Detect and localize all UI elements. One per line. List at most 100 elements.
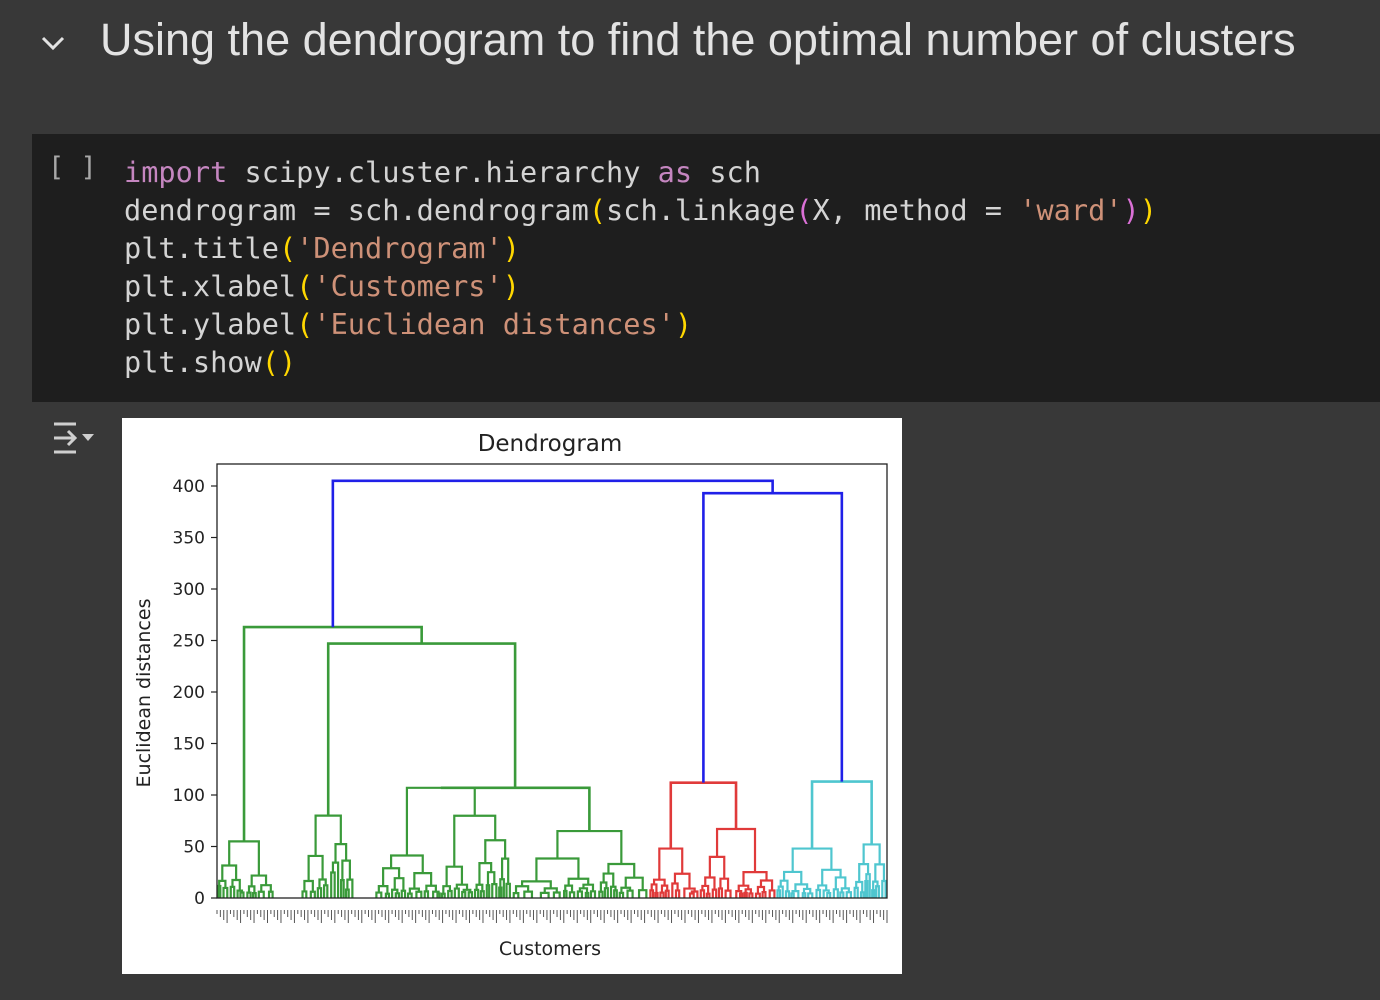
dendrogram-link	[307, 854, 324, 881]
dendrogram-link	[859, 891, 865, 898]
y-tick-label: 100	[173, 786, 205, 806]
code-line-4: plt.xlabel('Customers')	[124, 269, 520, 303]
chevron-down-icon[interactable]	[36, 26, 70, 60]
dendrogram-link	[832, 888, 839, 898]
dendrogram-link	[375, 891, 383, 898]
y-tick-label: 400	[173, 477, 205, 497]
dendrogram-link	[683, 887, 696, 898]
dendrogram-link	[624, 876, 644, 891]
dendrogram-link	[229, 885, 236, 898]
dendrogram-link	[389, 854, 424, 874]
dendrogram-link	[801, 892, 807, 898]
dendrogram-link	[498, 886, 503, 898]
dendrogram-link	[467, 891, 474, 898]
dendrogram-link	[761, 891, 767, 898]
dendrogram-link	[881, 879, 887, 898]
dendrogram-link	[246, 891, 252, 898]
dendrogram-link	[609, 885, 617, 898]
dendrogram-link	[871, 889, 876, 898]
dendrogram-link	[654, 891, 659, 898]
y-tick-label: 150	[173, 735, 205, 755]
dendrogram-link	[499, 878, 505, 898]
y-tick-label: 0	[194, 889, 205, 909]
x-tick-labels	[216, 910, 888, 923]
dendrogram-link	[344, 888, 350, 898]
dendrogram-link	[864, 880, 869, 898]
dendrogram-link	[242, 625, 423, 842]
dendrogram-link	[853, 886, 859, 898]
dendrogram-link	[875, 885, 880, 898]
dendrogram-link	[377, 885, 389, 894]
dendrogram-link	[673, 872, 691, 889]
dendrogram-link	[478, 862, 493, 885]
dendrogram-link	[406, 892, 413, 898]
dendrogram-link	[568, 891, 576, 898]
dendrogram-link	[862, 843, 881, 865]
dendrogram-link	[790, 892, 795, 898]
dendrogram-link	[425, 884, 437, 892]
dendrogram-link	[791, 890, 800, 898]
dendrogram-link	[602, 872, 615, 887]
dendrogram-link	[552, 891, 561, 898]
output-collapse-icon[interactable]	[50, 418, 96, 458]
dendrogram-link	[216, 884, 222, 898]
dendrogram-link	[445, 865, 464, 887]
code-line-1: import scipy.cluster.hierarchy as sch	[124, 155, 761, 189]
dendrogram-link	[826, 891, 832, 898]
dendrogram-link	[543, 887, 558, 893]
section-header: Using the dendrogram to find the optimal…	[0, 0, 1380, 84]
dendrogram-link	[589, 890, 597, 898]
dendrogram-link	[447, 889, 453, 898]
dendrogram-link	[505, 882, 511, 898]
dendrogram-link	[865, 873, 871, 898]
dendrogram-link	[462, 888, 472, 893]
dendrogram-link	[523, 890, 534, 898]
dendrogram-link	[334, 843, 348, 863]
dendrogram-link	[330, 871, 336, 898]
dendrogram-link	[405, 786, 476, 856]
dendrogram-link	[400, 889, 407, 898]
dendrogram-link	[535, 857, 580, 882]
dendrogram-link	[394, 892, 400, 898]
dendrogram-link	[810, 780, 873, 849]
run-cell-button[interactable]: [ ]	[48, 152, 97, 183]
dendrogram-link	[756, 885, 766, 894]
code-line-2: dendrogram = sch.dendrogram(sch.linkage(…	[124, 193, 1157, 227]
dendrogram-link	[719, 877, 730, 891]
code-cell[interactable]	[32, 134, 1380, 402]
dendrogram-link	[704, 876, 716, 890]
code-editor[interactable]: import scipy.cluster.hierarchy as sch de…	[124, 153, 1157, 381]
dendrogram-link	[618, 891, 625, 898]
dendrogram-link	[228, 840, 260, 876]
dendrogram-link	[331, 479, 774, 628]
dendrogram-link	[659, 891, 665, 898]
dendrogram-link	[303, 879, 314, 892]
dendrogram-link	[711, 888, 718, 898]
dendrogram-link	[473, 888, 480, 898]
x-axis-label: Customers	[499, 938, 601, 960]
dendrogram-link	[737, 884, 750, 892]
dendrogram-link	[222, 886, 229, 898]
dendrogram-link	[440, 892, 446, 898]
dendrogram-link	[660, 884, 669, 893]
dendrogram-link	[784, 890, 791, 898]
dendrogram-link	[874, 863, 886, 882]
dendrogram-link	[688, 892, 695, 898]
dendrogram-links	[216, 479, 887, 898]
dendrogram-link	[708, 855, 726, 879]
plot-frame	[216, 463, 888, 899]
dendrogram-link	[777, 885, 784, 898]
dendrogram-link	[702, 491, 844, 783]
dendrogram-link	[637, 889, 648, 898]
y-axis: 0 50 100 150 200 250 300 350 400	[173, 477, 217, 909]
dendrogram-link	[382, 867, 401, 887]
dendrogram-link	[834, 876, 847, 890]
dendrogram-link	[486, 871, 496, 886]
y-tick-label: 50	[183, 838, 205, 858]
dendrogram-link	[839, 891, 845, 898]
dendrogram-link	[715, 827, 757, 873]
dendrogram-link	[584, 891, 590, 898]
dendrogram-link	[309, 890, 316, 898]
dendrogram-link	[807, 892, 814, 898]
dendrogram-link	[744, 888, 752, 894]
